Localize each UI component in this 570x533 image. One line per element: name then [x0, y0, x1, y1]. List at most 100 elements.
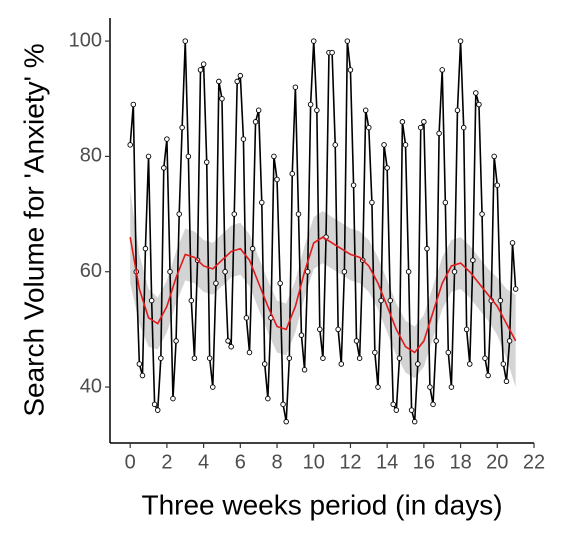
data-point	[142, 245, 149, 252]
data-point	[387, 297, 394, 304]
data-point	[179, 124, 185, 131]
data-point	[396, 355, 403, 361]
data-point	[274, 176, 280, 183]
data-point	[417, 124, 424, 131]
data-point	[228, 343, 234, 350]
data-point	[384, 165, 390, 171]
data-point	[307, 101, 314, 108]
data-point	[335, 326, 341, 333]
x-axis-title: Three weeks period (in days)	[141, 489, 502, 520]
x-tick-label: 0	[125, 451, 136, 473]
y-tick-label: 60	[80, 260, 102, 282]
data-point	[234, 78, 240, 85]
data-point	[249, 245, 256, 252]
x-tick-label: 20	[486, 451, 508, 473]
data-point	[445, 349, 452, 356]
data-point	[430, 401, 436, 408]
data-point	[301, 367, 308, 373]
data-point	[210, 384, 216, 390]
data-point	[451, 268, 458, 275]
x-tick-label: 14	[376, 451, 398, 473]
data-point	[170, 395, 176, 402]
data-point	[479, 211, 485, 217]
data-point	[185, 153, 192, 160]
data-point	[347, 67, 354, 73]
data-point	[375, 384, 381, 390]
y-tick-label: 80	[80, 145, 102, 167]
y-axis-title: Search Volume for 'Anxiety' %	[18, 43, 49, 416]
data-point	[485, 372, 491, 379]
data-point	[390, 401, 396, 408]
data-point	[356, 355, 363, 361]
data-point	[231, 211, 238, 217]
data-point	[503, 378, 510, 385]
x-tick-label: 2	[161, 451, 172, 473]
data-point	[283, 418, 289, 425]
data-point	[167, 268, 173, 275]
confidence-band	[130, 190, 516, 388]
data-point	[176, 211, 182, 217]
x-tick-label: 22	[523, 451, 545, 473]
data-point	[173, 338, 179, 344]
data-point	[225, 338, 231, 344]
data-point	[402, 142, 409, 148]
data-point	[280, 401, 286, 408]
data-point	[421, 119, 427, 125]
data-point	[161, 165, 167, 171]
data-point	[350, 182, 357, 188]
data-point	[381, 142, 387, 148]
data-point	[130, 101, 137, 108]
data-point	[203, 159, 210, 165]
y-tick-label: 40	[80, 375, 102, 397]
data-point	[473, 90, 479, 96]
data-point	[506, 338, 513, 344]
data-point	[295, 211, 302, 217]
data-point	[219, 95, 225, 102]
data-point	[261, 361, 268, 367]
data-point	[222, 268, 228, 275]
data-point	[448, 384, 455, 390]
data-point	[491, 153, 497, 160]
data-point	[408, 407, 415, 413]
data-point	[206, 355, 213, 361]
data-point	[188, 297, 195, 304]
data-point	[148, 297, 155, 304]
data-point	[286, 355, 293, 361]
data-point	[191, 355, 198, 361]
data-point	[317, 326, 323, 333]
data-point	[298, 332, 305, 338]
data-point	[320, 355, 326, 361]
data-point	[476, 101, 482, 108]
data-point	[246, 349, 253, 356]
x-tick-label: 8	[271, 451, 282, 473]
data-point	[314, 107, 320, 114]
data-point	[197, 67, 204, 73]
data-point	[338, 361, 345, 367]
data-point	[292, 84, 299, 90]
data-point	[378, 297, 384, 304]
data-point	[289, 170, 296, 177]
smooth-line	[129, 236, 517, 354]
data-point	[439, 67, 445, 73]
data-point	[405, 268, 412, 275]
data-point	[509, 240, 516, 246]
data-point	[136, 361, 143, 367]
data-point	[457, 38, 464, 44]
data-point	[482, 355, 488, 361]
data-point	[252, 119, 259, 125]
data-point	[372, 349, 378, 356]
data-point	[500, 361, 507, 367]
data-point	[362, 107, 369, 114]
data-point	[277, 280, 283, 287]
data-point	[265, 395, 271, 402]
data-point	[366, 124, 372, 131]
data-point	[271, 153, 277, 160]
data-point	[329, 49, 335, 56]
data-point	[460, 124, 467, 131]
data-point	[411, 418, 418, 425]
data-point	[369, 199, 375, 206]
x-tick-label: 18	[449, 451, 471, 473]
data-point	[463, 326, 470, 333]
data-point	[216, 78, 222, 85]
